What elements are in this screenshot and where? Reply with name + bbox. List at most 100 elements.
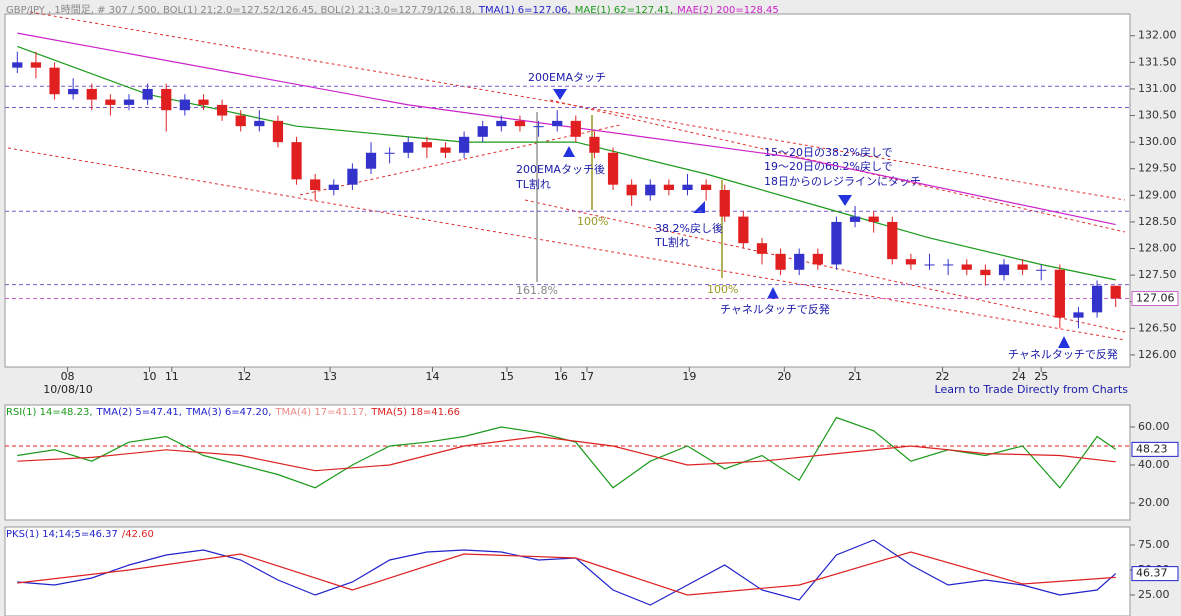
candle-body [924,264,935,266]
candle-body [756,243,768,254]
annotation: 100% [577,215,608,228]
candle-body [812,253,823,265]
y-tick-label: 127.50 [1138,268,1177,281]
candle-body [849,216,861,222]
candle-body [961,264,972,270]
candle-body [86,88,97,100]
candle-body [421,142,432,148]
candle-body [179,99,190,111]
x-tick-label: 19 [682,370,696,383]
price-legend: GBP/JPY , 1時間足, # 307 / 500, BOL(1) 21;2… [6,1,783,16]
series-line [17,32,1116,226]
series-line [17,435,1116,472]
legend-entry: TMA(3) 6=47.20, [185,407,272,418]
x-tick-label: 10 [142,370,156,383]
x-tick-label: 20 [777,370,791,383]
candle-body [1054,269,1065,318]
legend-entry: RSI(1) 14=48.23, [6,407,93,418]
candle-body [552,120,563,127]
candle-body [570,120,581,137]
candle-body [905,259,917,265]
candle-body [1036,269,1047,271]
annotation: TL割れ [654,235,690,249]
candle-body [142,88,153,100]
candle-body [68,88,79,95]
y-tick-label: 128.00 [1138,242,1177,255]
pks-legend: PKS(1) 14;14;5=46.37/42.60 [6,529,158,540]
x-tick-label: 22 [936,370,950,383]
annotation: チャネルタッチで反発 [1008,347,1118,361]
candle-body [1091,285,1103,313]
candle-body [49,67,60,95]
annotations: 200EMAタッチ 200EMAタッチ後 TL割れ 100% 100% 161.… [43,71,1128,396]
rsi-legend: RSI(1) 14=48.23, TMA(2) 5=47.41, TMA(3) 6=… [6,407,464,418]
candle-body [980,269,991,276]
annotation: 161.8% [516,284,558,297]
y-tick-label: 126.50 [1138,321,1177,334]
pks-panel [4,526,1131,616]
candle-body [198,99,209,105]
candle-body [626,184,637,196]
legend-entry: GBP/JPY , 1時間足, # 307 / 500, BOL(1) 21;2… [6,5,475,16]
candle-body [1017,264,1028,270]
legend-entry: MAE(1) 62=127.41, [574,5,674,16]
x-tick-label: 13 [323,370,337,383]
candle-body [719,190,730,217]
x-tick-label: 11 [165,370,179,383]
y-tick-label: 40.00 [1138,458,1170,471]
x-tick-label: 24 [1012,370,1026,383]
candle-body [663,184,675,190]
x-tick-label: 21 [848,370,862,383]
rsi-panel [4,404,1131,521]
annotation: チャネルタッチで反発 [720,302,830,316]
candle-body [701,184,712,190]
y-tick-label: 25.00 [1138,588,1170,601]
y-tick-label: 129.50 [1138,162,1177,175]
candle-body [738,216,749,244]
x-tick-label: 15 [500,370,514,383]
candle-body [105,99,116,105]
candle-body [235,115,246,127]
candle-body [291,142,302,180]
annotation: TL割れ [515,177,551,191]
y-tick-label: 128.50 [1138,215,1177,228]
candle-body [943,264,954,266]
candle-body [12,62,23,68]
candle-body [30,62,42,68]
legend-entry: TMA(1) 6=127.06, [478,5,571,16]
candle-body [645,184,656,196]
price-panel [4,13,1131,368]
legend-entry: TMA(5) 18=41.66 [371,407,460,418]
candle-body [216,104,228,116]
y-tick-label: 131.00 [1138,82,1177,95]
x-tick-label: 25 [1034,370,1048,383]
legend-entry: /42.60 [121,529,154,540]
candle-body [1073,312,1084,318]
y-tick-label: 132.00 [1138,29,1177,42]
candle-body [458,136,470,153]
candle-body [514,120,526,127]
value-box [1131,441,1179,457]
series-line [17,551,1116,596]
x-tick-label: 12 [237,370,251,383]
value-label: 46.37 [1136,567,1168,580]
y-tick-label: 126.00 [1138,348,1177,361]
y-tick-label: 131.50 [1138,55,1177,68]
price-box [1131,291,1179,307]
candle-body [533,126,544,128]
candle-body [365,152,377,169]
y-tick-label: 20.00 [1138,496,1170,509]
y-tick-label: 130.50 [1138,109,1177,122]
markers [553,89,1070,348]
candle-body [310,179,321,190]
x-tick-label: 17 [580,370,594,383]
candle-body [477,126,488,137]
annotation: 19～20日の68.2%戻しで [764,160,893,173]
candle-body [347,168,358,185]
candle-body [161,88,172,111]
candle-body [254,120,265,127]
candle-body [682,184,693,190]
x-tick-label: 16 [554,370,568,383]
candle-body [831,221,842,265]
candle-body [775,253,786,270]
